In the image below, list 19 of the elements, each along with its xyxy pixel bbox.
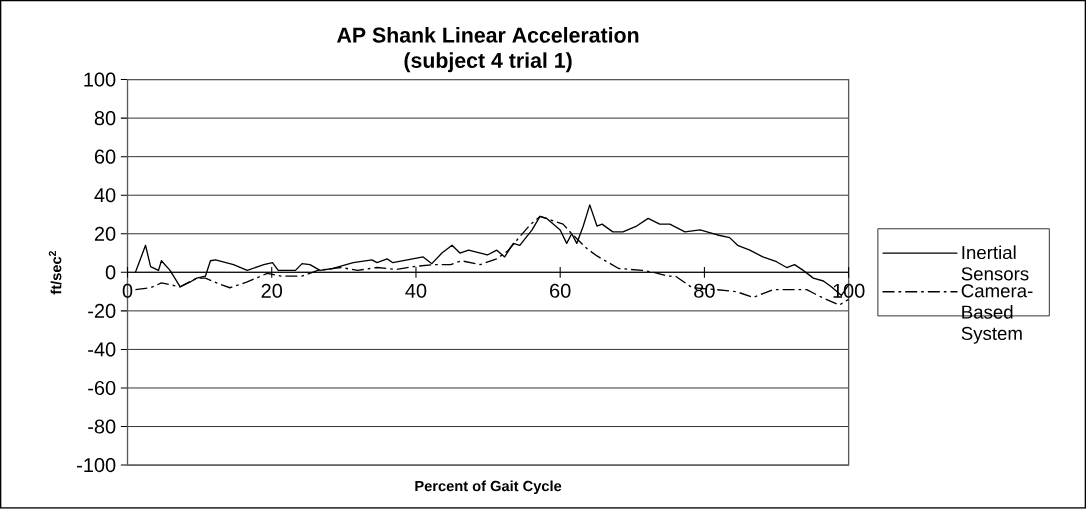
legend-label: Inertial Sensors bbox=[961, 245, 1029, 281]
y-tick-label: 40 bbox=[94, 188, 116, 203]
y-tick-label: -20 bbox=[88, 303, 116, 319]
y-tick-label: 20 bbox=[94, 226, 116, 241]
x-tick-label: 60 bbox=[550, 283, 571, 298]
x-tick-label: 40 bbox=[405, 283, 427, 298]
y-tick-label: -40 bbox=[88, 342, 116, 357]
y-tick-label: -60 bbox=[88, 381, 116, 396]
y-axis-title: ft/sec$^{2}$ bbox=[48, 251, 62, 295]
legend-label: Camera-Based System bbox=[961, 284, 1033, 344]
y-tick-label: -100 bbox=[77, 458, 116, 473]
y-tick-label: 0 bbox=[105, 265, 116, 280]
x-tick-label: 20 bbox=[261, 283, 283, 298]
y-tick-label: 80 bbox=[94, 111, 116, 126]
y-tick-label: 60 bbox=[94, 149, 116, 164]
x-axis-title: Percent of Gait Cycle bbox=[415, 480, 562, 495]
y-tick-label: -80 bbox=[88, 419, 116, 434]
y-tick-label: 100 bbox=[84, 72, 116, 87]
chart-title: AP Shank Linear Acceleration (subject 4 trial 1) bbox=[337, 27, 639, 73]
